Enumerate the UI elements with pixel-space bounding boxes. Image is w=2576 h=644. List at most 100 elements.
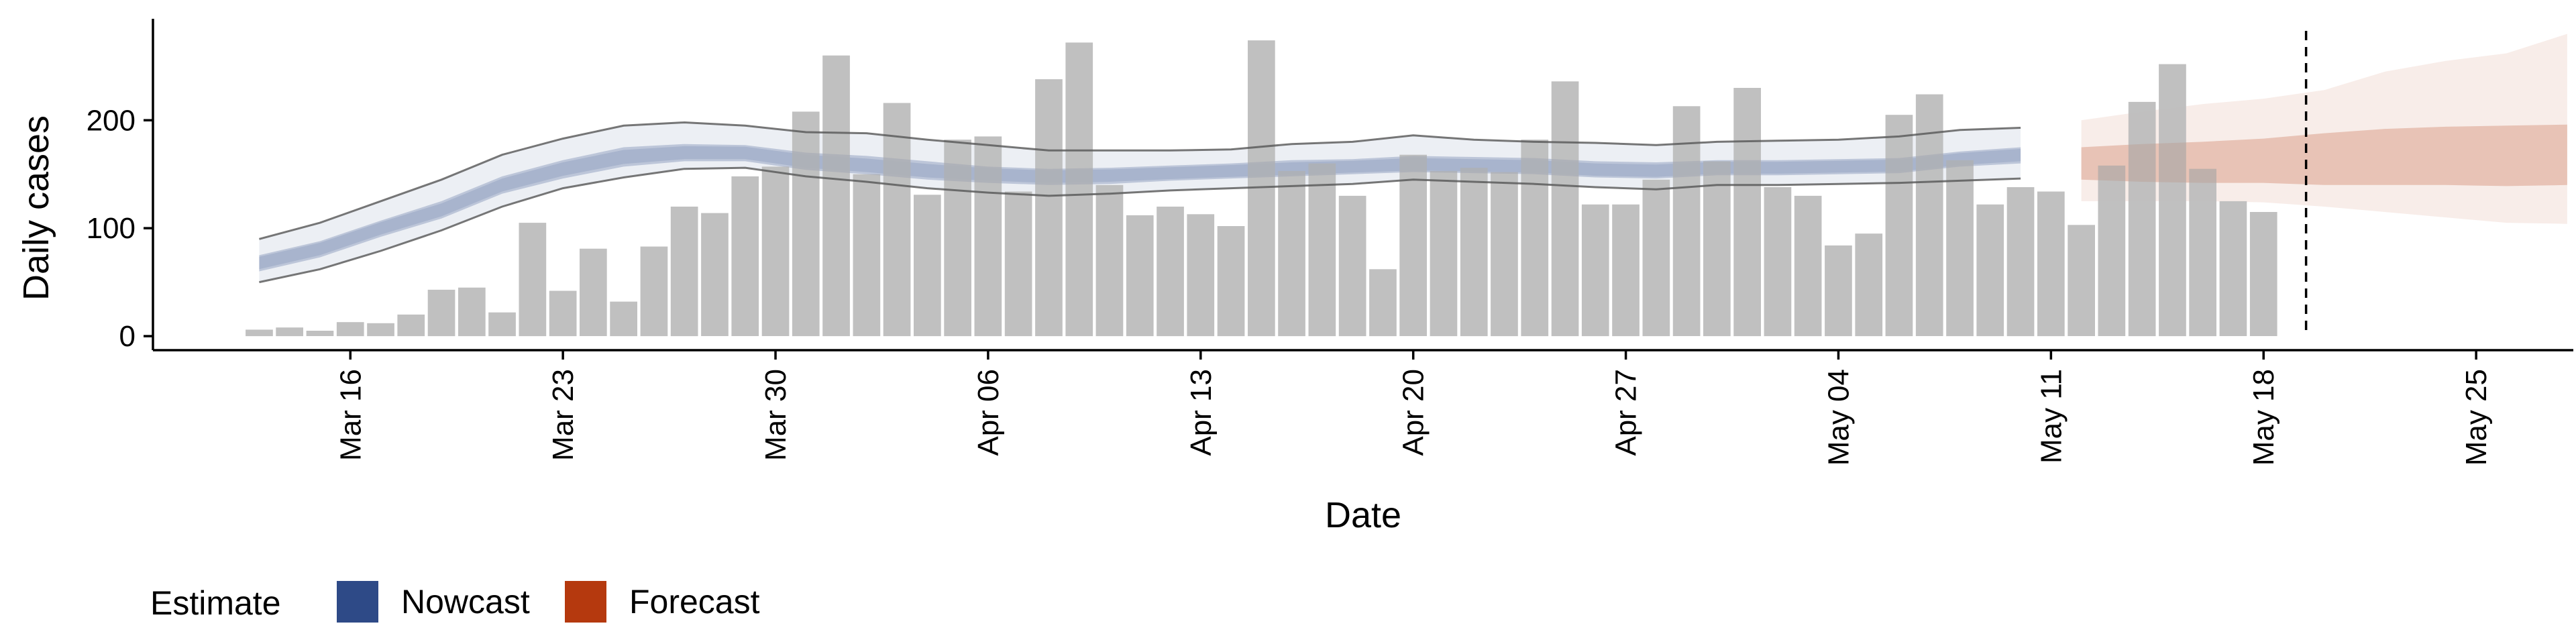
bar-42 [1521,140,1549,337]
bar-16 [731,176,759,336]
bar-49 [1733,88,1761,337]
bar-36 [1338,195,1366,337]
legend-title: Estimate [150,584,281,622]
y-tick-label-0: 0 [119,320,136,353]
bar-43 [1551,81,1579,337]
bar-48 [1703,161,1731,337]
nowcast-inner-band-overlay [259,144,2021,272]
bar-9 [519,223,547,337]
bar-15 [701,213,729,336]
legend: Estimate Nowcast Forecast [150,581,760,623]
bar-52 [1825,245,1852,337]
bar-37 [1369,269,1397,337]
bar-50 [1764,187,1792,337]
bar-3 [336,322,364,337]
bar-62 [2128,101,2156,337]
legend-label-forecast: Forecast [629,583,760,621]
bar-65 [2219,201,2247,336]
bar-8 [488,312,516,337]
bar-10 [549,290,577,337]
bar-27 [1065,42,1093,337]
bar-58 [2006,187,2035,337]
bar-18 [792,111,820,337]
bar-64 [2189,168,2216,337]
bar-44 [1581,204,1609,337]
nowcast-inner-band [259,144,2021,272]
legend-swatch-forecast [565,581,606,623]
bar-47 [1672,106,1701,337]
nowcast-lower-line [259,166,2021,284]
bar-12 [610,301,637,337]
bar-20 [853,174,881,337]
bar-41 [1491,172,1518,337]
axes-layer: 0 100 200 Mar 16 Mar 23 Mar 30 Apr 06 Apr 13 Apr… [87,19,2573,466]
y-tick-label-2: 200 [87,104,136,137]
bar-38 [1399,154,1427,336]
bar-34 [1278,170,1305,337]
bar-53 [1855,233,1883,337]
bar-57 [1976,204,2004,337]
x-tick-label-7: May 04 [1823,369,1856,466]
y-axis-title: Daily cases [16,115,56,301]
bar-22 [914,195,941,337]
bar-11 [580,248,607,336]
bar-29 [1126,215,1154,337]
bar-54 [1885,115,1913,337]
x-tick-label-8: May 11 [2035,369,2068,464]
line-layer [259,31,2567,337]
bar-21 [883,103,911,337]
bar-4 [367,323,394,337]
bar-55 [1915,94,1943,336]
bar-26 [1035,79,1063,337]
legend-label-nowcast: Nowcast [401,583,530,621]
bar-31 [1187,214,1215,337]
bar-13 [640,246,668,337]
x-tick-label-5: Apr 20 [1397,369,1430,456]
bar-2 [306,331,334,336]
bar-45 [1612,204,1640,337]
bar-6 [427,289,455,337]
bar-35 [1308,163,1336,337]
bar-23 [944,140,971,337]
bar-28 [1095,184,1124,337]
bar-17 [761,166,790,336]
bar-19 [822,55,850,337]
bar-25 [1004,191,1032,337]
x-tick-label-9: May 18 [2247,369,2280,466]
forecast-inner-band-overlay [2081,124,2567,186]
bar-59 [2037,191,2065,337]
bar-0 [246,329,273,337]
legend-swatch-nowcast [337,581,378,623]
nowcast-upper-line [259,121,2021,240]
bar-56 [1946,160,1974,337]
y-tick-label-1: 100 [87,212,136,245]
x-tick-label-6: Apr 27 [1610,369,1643,456]
bar-51 [1794,195,1822,337]
x-tick-label-2: Mar 30 [759,369,792,461]
x-tick-label-1: Mar 23 [547,369,580,461]
x-tick-label-4: Apr 13 [1185,369,1218,456]
bar-layer [246,40,2277,337]
bar-60 [2068,225,2095,336]
bar-63 [2159,64,2186,337]
bar-32 [1217,226,1245,337]
bar-7 [458,287,486,337]
bar-24 [974,136,1002,337]
x-tick-label-3: Apr 06 [972,369,1005,456]
nowcast-median-band [259,146,2021,270]
bar-61 [2098,165,2126,336]
bar-40 [1460,168,1488,337]
bar-30 [1157,207,1184,337]
x-tick-label-0: Mar 16 [334,369,367,461]
bar-39 [1430,170,1458,337]
bar-1 [276,327,303,337]
bar-5 [397,314,425,337]
x-axis-title: Date [1325,495,1401,535]
bar-14 [670,207,698,337]
bar-46 [1642,179,1670,337]
nowcast-outer-band [259,122,2021,282]
x-tick-label-10: May 25 [2460,369,2493,466]
bar-66 [2249,212,2277,336]
